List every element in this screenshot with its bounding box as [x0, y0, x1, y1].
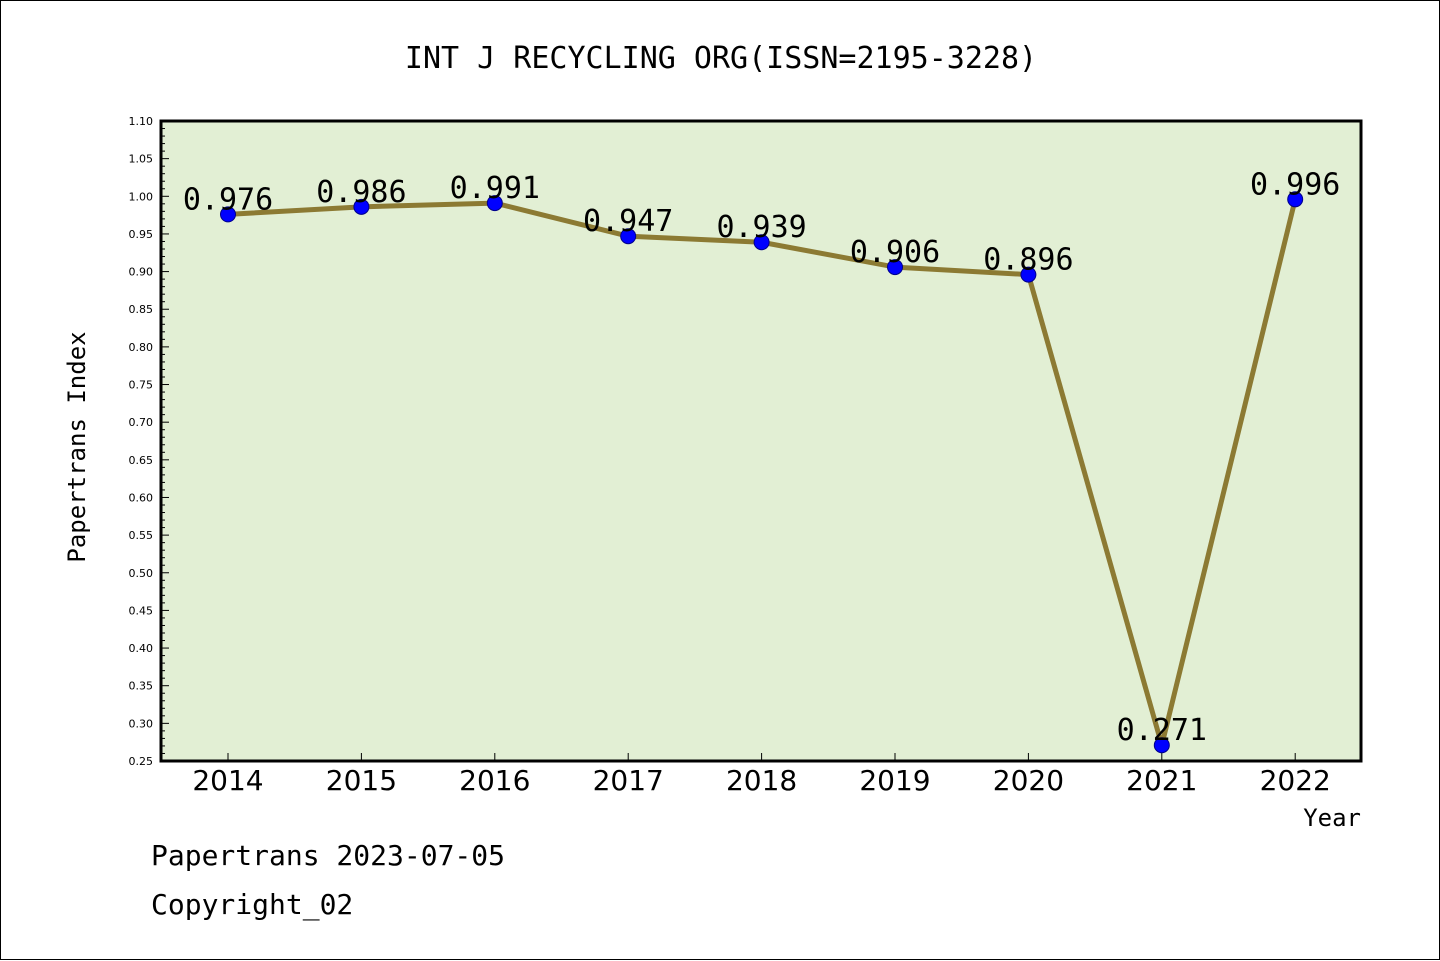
footer-date: Papertrans 2023-07-05	[151, 839, 505, 872]
y-tick-label: 0.25	[129, 755, 154, 768]
x-axis-label: Year	[1303, 804, 1361, 832]
y-tick-label: 0.70	[129, 416, 154, 429]
y-tick-label: 0.55	[129, 529, 154, 542]
data-point	[620, 228, 637, 245]
x-tick-label: 2017	[593, 764, 664, 797]
y-tick-label: 0.65	[129, 454, 154, 467]
data-label: 0.976	[183, 182, 273, 217]
x-tick-label: 2016	[459, 764, 530, 797]
data-point	[1153, 737, 1170, 754]
data-labels: 0.976 0.986 0.991 0.947 0.939 0.906 0.896 0.271…	[183, 167, 1341, 748]
y-tick-label: 0.35	[129, 680, 154, 693]
y-tick-label: 0.40	[129, 642, 154, 655]
x-tick-label: 2015	[326, 764, 397, 797]
data-point	[753, 234, 770, 251]
y-tick-label: 1.00	[129, 190, 154, 203]
plot-area	[159, 119, 1363, 763]
data-label: 0.947	[583, 204, 673, 239]
data-label: 0.271	[1117, 713, 1207, 748]
data-label: 0.906	[850, 235, 940, 270]
x-tick-label: 2019	[859, 764, 930, 797]
y-tick-label: 0.50	[129, 567, 154, 580]
y-axis-label: Papertrans Index	[63, 331, 91, 562]
x-tick-label: 2022	[1260, 764, 1331, 797]
data-points	[220, 191, 1304, 754]
data-point	[1020, 266, 1037, 283]
x-axis: 2014 2015 2016 2017 2018 2019 2020 2021 2022	[192, 753, 1331, 797]
y-tick-label: 0.90	[129, 266, 154, 279]
data-point	[220, 206, 236, 223]
y-tick-label: 0.75	[129, 379, 154, 392]
footer-copyright: Copyright_02	[151, 888, 353, 922]
y-tick-label: 1.05	[129, 153, 154, 166]
data-point	[887, 259, 903, 276]
data-label: 0.986	[316, 175, 406, 210]
data-label: 0.896	[983, 243, 1073, 278]
y-tick-label: 1.10	[129, 115, 154, 128]
data-label: 0.996	[1250, 167, 1340, 202]
data-label: 0.991	[450, 171, 540, 206]
y-tick-label: 0.45	[129, 604, 154, 617]
data-point	[353, 198, 370, 215]
y-tick-label: 0.30	[129, 717, 154, 730]
y-tick-label: 0.95	[129, 228, 154, 241]
y-tick-label: 0.85	[129, 303, 154, 316]
x-tick-label: 2014	[192, 764, 263, 797]
chart-title: INT J RECYCLING ORG(ISSN=2195-3228)	[405, 41, 1037, 76]
data-point	[1287, 191, 1304, 208]
x-tick-label: 2020	[993, 764, 1064, 797]
x-tick-label: 2018	[726, 764, 797, 797]
data-point	[486, 195, 503, 212]
y-tick-label: 0.80	[129, 341, 154, 354]
y-axis: 0.25 0.30 0.35 0.40 0.45 0.50 0.55 0.60 0.65 0.70…	[129, 115, 169, 768]
x-tick-label: 2021	[1126, 764, 1197, 797]
data-label: 0.939	[716, 210, 806, 245]
y-tick-label: 0.60	[129, 491, 154, 504]
